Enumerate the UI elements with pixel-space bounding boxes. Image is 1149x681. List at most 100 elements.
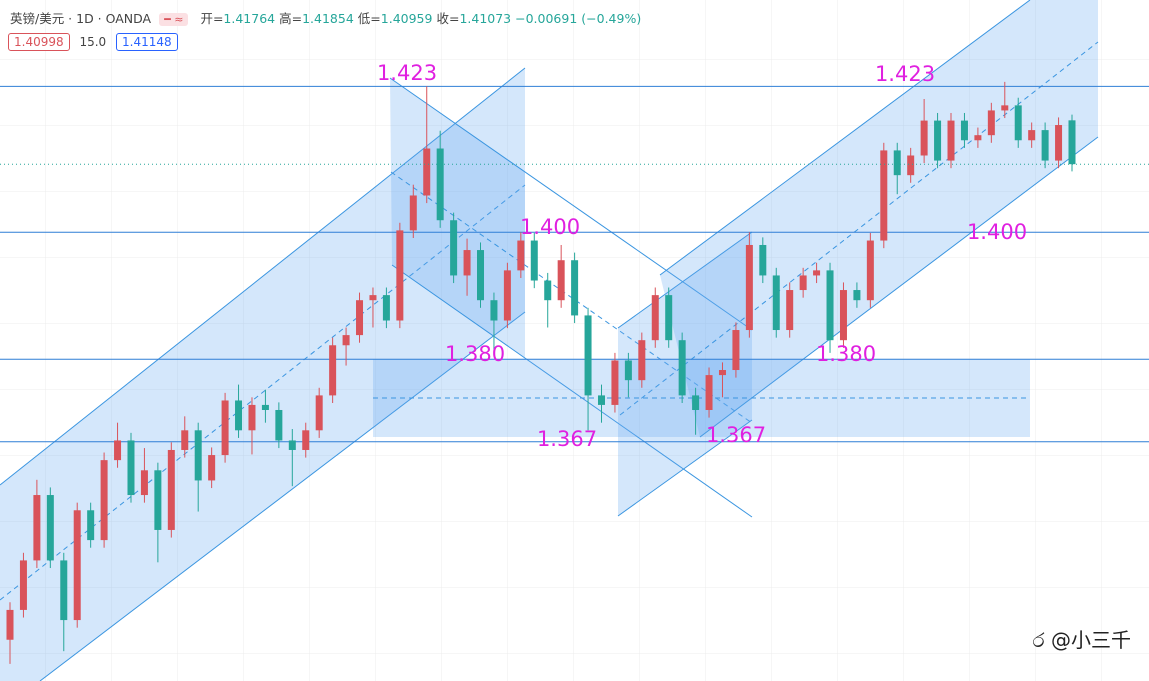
candle-body [248, 404, 256, 431]
candle-body [880, 150, 888, 241]
candle-body [261, 404, 269, 410]
candle-body [987, 110, 995, 136]
candle-body [1068, 120, 1076, 165]
candle-body [46, 495, 54, 561]
change: −0.00691 (−0.49%) [515, 11, 642, 26]
channel-fill [660, 0, 1098, 437]
candle-body [732, 330, 740, 371]
candle-body [745, 244, 753, 331]
candle-body [235, 400, 243, 431]
candle-body [866, 240, 874, 301]
candle-body [853, 290, 861, 301]
candle-body [194, 430, 202, 481]
watermark-icon: ර [1032, 628, 1045, 652]
candle-body [907, 155, 915, 176]
candle-body [974, 135, 982, 141]
candle-body [463, 250, 471, 276]
candle-body [221, 400, 229, 456]
ohlc-label: 低= [357, 11, 381, 26]
candle-body [1028, 130, 1036, 141]
candle-body [786, 290, 794, 331]
candle-body [1001, 105, 1009, 111]
candle-body [275, 409, 283, 441]
annotation: 1.423 [377, 61, 437, 85]
candle-body [1014, 105, 1022, 141]
candle-body [571, 260, 579, 316]
channel-line [391, 264, 753, 518]
candle-body [60, 560, 68, 621]
channel-line [39, 311, 526, 681]
channel-line [389, 77, 753, 331]
candle-body [423, 148, 431, 196]
ohlc-label: 高= [279, 11, 303, 26]
annotation: 1.423 [875, 62, 935, 86]
candle-body [436, 148, 444, 221]
channel-fill [0, 68, 525, 681]
candle-body [87, 510, 95, 541]
candle-body [167, 449, 175, 530]
candle-body [329, 345, 337, 396]
candle-body [692, 395, 700, 410]
candle-body [557, 260, 565, 301]
candle-body [638, 340, 646, 381]
candle-body [382, 295, 390, 321]
candle-body [839, 290, 847, 341]
candle-body [369, 295, 377, 301]
ohlc-value: 1.41854 [302, 11, 354, 26]
candle-body [288, 440, 296, 450]
candle-body [799, 275, 807, 291]
candle-body [503, 270, 511, 321]
candle-body [342, 335, 350, 346]
candle-body [718, 370, 726, 376]
candle-body [1055, 125, 1063, 161]
candle-body [584, 315, 592, 396]
ohlc-value: 1.40959 [380, 11, 433, 26]
candle-body [960, 120, 968, 141]
candle-body [813, 270, 821, 276]
annotation: 1.380 [816, 342, 876, 366]
legend: 英镑/美元 · 1D · OANDA ━ ≈ 开=1.41764 高=1.4185… [10, 8, 641, 27]
ohlc-value: 1.41073 [459, 11, 512, 26]
candle-body [934, 120, 942, 161]
candle-body [356, 300, 364, 336]
candle-body [477, 250, 485, 301]
candle-body [624, 360, 632, 381]
channel-line [617, 231, 753, 329]
candle-body [181, 430, 189, 450]
candle-body [544, 280, 552, 301]
symbol: 英镑/美元 · 1D · OANDA [10, 11, 152, 26]
annotation: 1.380 [445, 342, 505, 366]
ohlc-label: 收= [436, 11, 460, 26]
candle-body [651, 295, 659, 341]
buy-price[interactable]: 1.41148 [116, 33, 178, 51]
candle-body [19, 560, 27, 610]
watermark-text: @小三千 [1051, 628, 1131, 652]
candle-body [6, 609, 14, 640]
channel-line [617, 419, 753, 517]
candle-body [705, 375, 713, 410]
candle-body [114, 440, 122, 461]
annotation: 1.367 [537, 427, 597, 451]
drawings [0, 0, 1099, 681]
candle-body [597, 395, 605, 405]
candle-body [1041, 130, 1049, 161]
channel-line [0, 67, 526, 486]
candle-body [665, 295, 673, 341]
sell-price[interactable]: 1.40998 [8, 33, 70, 51]
candle-body [947, 120, 955, 161]
candle-body [154, 470, 162, 530]
candle-body [208, 455, 216, 481]
candle-body [759, 244, 767, 276]
candle-body [315, 395, 323, 431]
candle-body [396, 230, 404, 321]
candle-body [73, 510, 81, 621]
channel-line [659, 0, 1031, 276]
chip: ━ ≈ [159, 13, 189, 26]
channel-line [699, 136, 1099, 438]
candle-body [678, 340, 686, 396]
channel-fill [390, 78, 525, 358]
quote-boxes: 1.40998 15.0 1.41148 [8, 33, 178, 51]
candle-body [517, 240, 525, 271]
